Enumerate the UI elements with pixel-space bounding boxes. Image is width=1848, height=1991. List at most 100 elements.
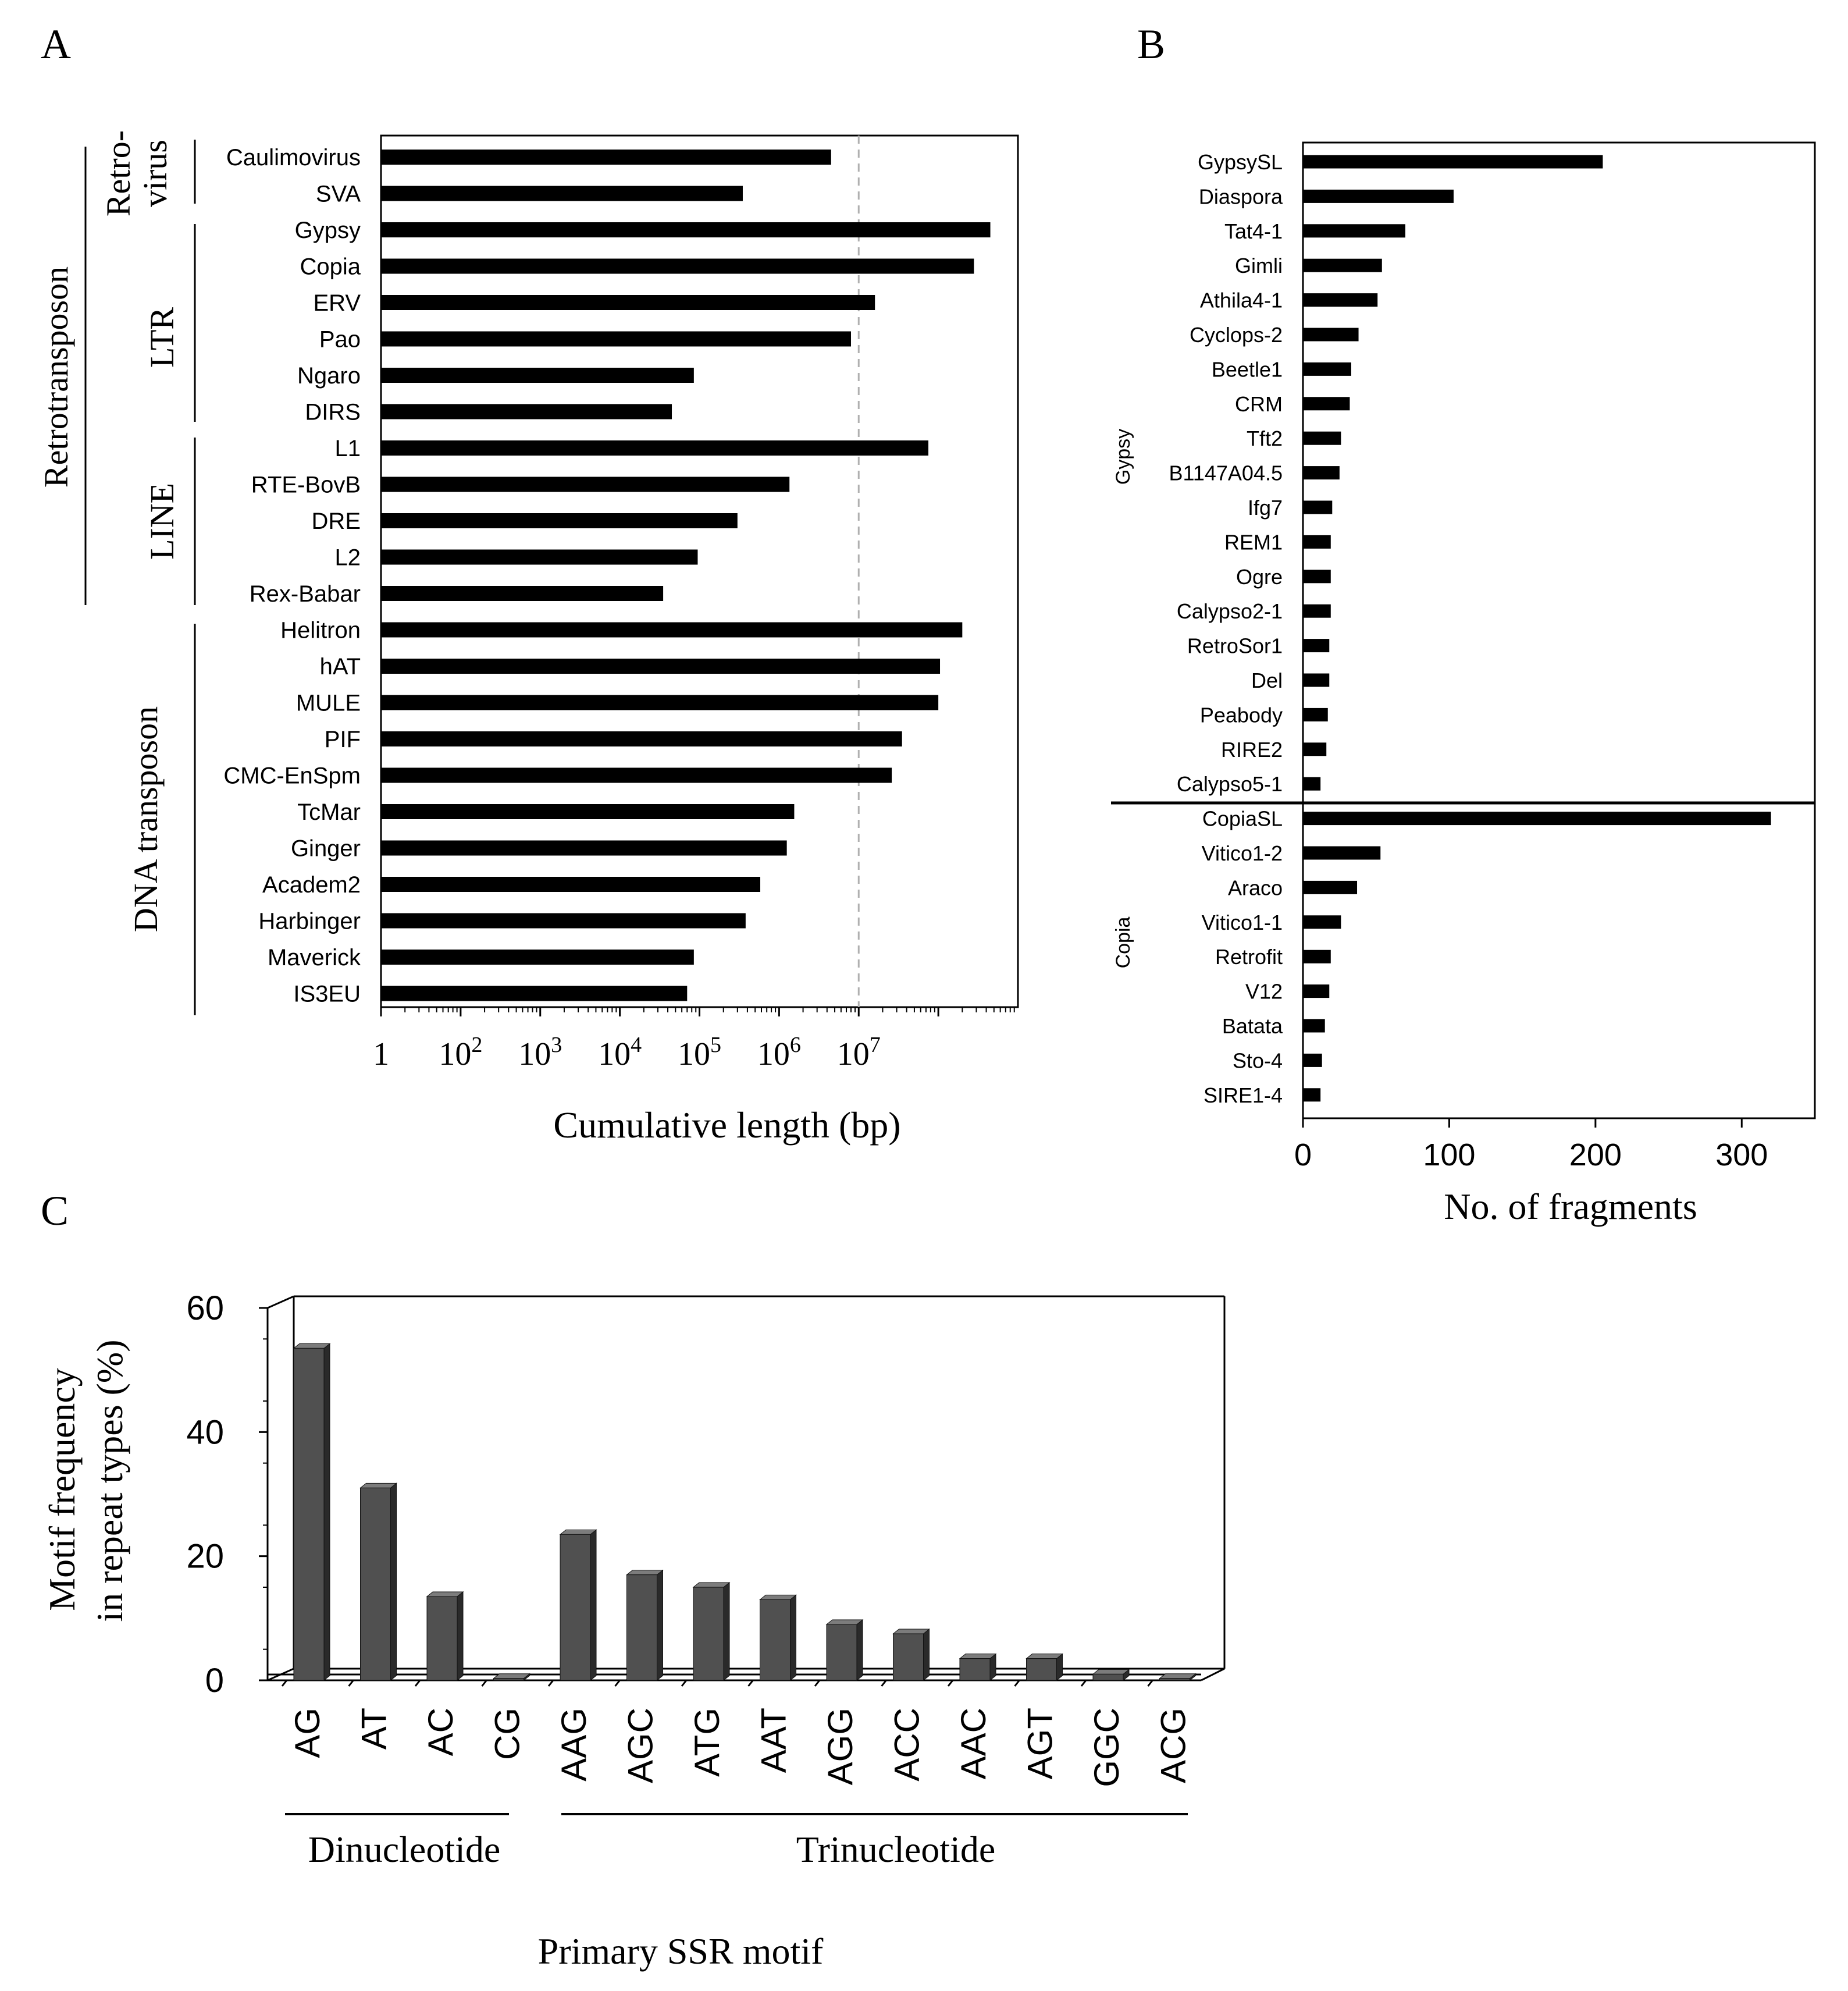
category-label: Vitico1-2 — [1202, 841, 1283, 865]
category-label: AAC — [954, 1708, 993, 1779]
category-label: SIRE1-4 — [1203, 1083, 1283, 1107]
bar-front — [760, 1599, 791, 1681]
bar-athila4-1 — [1303, 293, 1378, 307]
category-label: IS3EU — [293, 982, 361, 1007]
panel-c-y-axis-label-line1: Motif frequency — [41, 1368, 83, 1611]
panel-c-letter: C — [41, 1188, 69, 1234]
bar-cg — [493, 1673, 530, 1681]
bar-l1 — [381, 440, 929, 456]
x-tick-label: 1 — [373, 1036, 389, 1072]
bar-l2 — [381, 549, 698, 565]
x-tick-label: 0 — [1294, 1137, 1312, 1172]
bar-side — [457, 1591, 464, 1681]
y-tick-label: 60 — [186, 1289, 224, 1327]
bar-diaspora — [1303, 189, 1454, 203]
category-label: AAG — [554, 1708, 593, 1782]
category-label: Calypso2-1 — [1177, 599, 1283, 623]
bar-erv — [381, 295, 875, 310]
bar-rire2 — [1303, 742, 1327, 756]
bar-top — [1092, 1669, 1130, 1674]
bar-copia — [381, 258, 974, 274]
panel-a: A Caulimovirus SVA Gypsy Copia ERV Pao Ngaro DI… — [37, 21, 1019, 1146]
category-label: Athila4-1 — [1200, 289, 1283, 312]
bar-top — [959, 1654, 997, 1659]
panel-b-category-labels: GypsySL Diaspora Tat4-1 Gimli Athila4-1 Cyclo… — [1169, 150, 1283, 1107]
bar-side — [923, 1628, 930, 1681]
category-label: CRM — [1235, 392, 1283, 416]
panel-a-x-tick-labels: 1 102 103 104 105 106 107 — [373, 1033, 881, 1072]
category-label: Tat4-1 — [1224, 219, 1283, 243]
bar-harbinger — [381, 913, 746, 929]
bar-del — [1303, 673, 1330, 687]
bar-araco — [1303, 880, 1358, 894]
category-label: DRE — [312, 509, 361, 534]
bar-front — [959, 1658, 991, 1681]
x-tick — [1080, 1680, 1087, 1687]
category-label: Helitron — [280, 618, 361, 643]
category-label: PIF — [325, 727, 361, 752]
category-label: Maverick — [268, 945, 361, 970]
x-tick-label: 103 — [518, 1033, 562, 1072]
category-label: Caulimovirus — [226, 145, 361, 170]
category-label: ERV — [313, 290, 361, 316]
bar-front — [560, 1534, 591, 1681]
bar-sire1-4 — [1303, 1088, 1321, 1102]
x-tick — [414, 1680, 421, 1687]
bar-ag — [293, 1343, 331, 1681]
bar-rte-bovb — [381, 477, 790, 492]
bar-top — [293, 1343, 331, 1349]
x-tick — [348, 1680, 354, 1687]
bar-side — [323, 1343, 330, 1681]
y-tick-label: 40 — [186, 1413, 224, 1451]
panel-c-x-axis-label: Primary SSR motif — [538, 1930, 824, 1972]
bar-front — [493, 1678, 524, 1681]
category-label: CopiaSL — [1202, 807, 1283, 831]
y-tick-label: 20 — [186, 1538, 224, 1576]
x-tick-label: 200 — [1569, 1137, 1622, 1172]
copia-group-label: Copia — [1112, 916, 1134, 968]
bar-front — [626, 1574, 657, 1681]
category-label: Ngaro — [297, 363, 361, 389]
category-label: L1 — [335, 436, 361, 461]
panel-a-x-axis-label: Cumulative length (bp) — [553, 1104, 900, 1146]
bar-top — [1159, 1673, 1197, 1679]
bar-ggc — [1092, 1669, 1130, 1681]
panel-b-x-ticks: 0 100 200 300 — [1294, 1118, 1768, 1172]
x-tick — [481, 1680, 487, 1687]
bar-rem1 — [1303, 535, 1331, 549]
bar-front — [826, 1624, 857, 1681]
category-label: hAT — [320, 654, 361, 680]
bar-ac — [426, 1591, 464, 1681]
category-label: Ginger — [291, 836, 361, 862]
category-label: REM1 — [1224, 530, 1283, 554]
bar-side — [390, 1482, 397, 1681]
bar-vitico1-1 — [1303, 915, 1341, 929]
category-label: DIRS — [305, 400, 361, 425]
category-label: Cyclops-2 — [1190, 323, 1283, 347]
bar-peabody — [1303, 707, 1328, 721]
category-label: Gimli — [1235, 254, 1283, 278]
bar-tcmar — [381, 804, 795, 819]
panel-b-x-axis-label: No. of fragments — [1444, 1186, 1697, 1227]
category-label: AGT — [1021, 1708, 1060, 1779]
category-label: CG — [488, 1708, 527, 1760]
panel-a-letter: A — [41, 21, 71, 67]
x-tick-label: 104 — [598, 1033, 642, 1072]
panel-c-y-axis-label-line2: in repeat types (%) — [89, 1339, 130, 1622]
bar-top — [759, 1594, 797, 1600]
panel-b-bars — [1303, 155, 1771, 1102]
panel-c-y-ticks: 0 20 40 60 — [186, 1289, 268, 1700]
bar-dre — [381, 513, 738, 528]
x-tick — [681, 1680, 688, 1687]
bar-front — [693, 1587, 724, 1681]
bar-side — [790, 1594, 796, 1681]
category-label: AG — [288, 1708, 327, 1758]
category-label: Harbinger — [258, 909, 361, 934]
bar-cmc-enspm — [381, 767, 892, 783]
bar-maverick — [381, 950, 694, 965]
category-label: AC — [421, 1708, 460, 1756]
category-label: Tft2 — [1247, 426, 1283, 450]
bar-agg — [825, 1619, 864, 1681]
bar-retrosor1 — [1303, 639, 1330, 653]
